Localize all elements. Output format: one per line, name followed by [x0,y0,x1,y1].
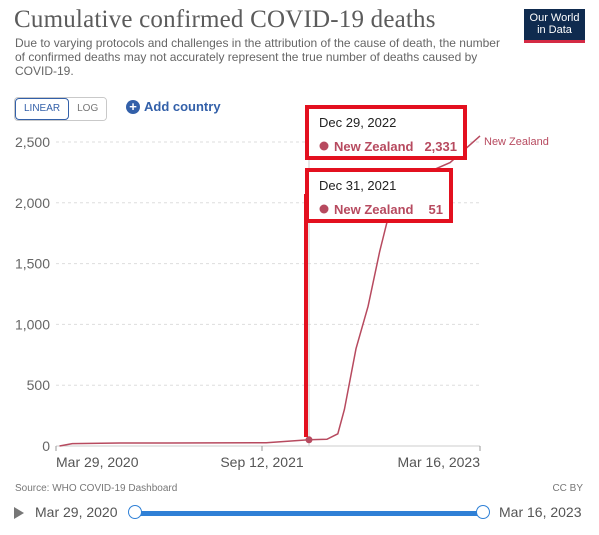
x-tick-label: Mar 16, 2023 [398,454,481,470]
chart-subtitle: Due to varying protocols and challenges … [15,36,500,78]
tooltip-value: 2,331 [424,139,457,154]
chart-title: Cumulative confirmed COVID-19 deaths [14,6,436,33]
timeline-start-handle[interactable] [128,505,142,519]
line-chart[interactable]: 0 500 1,000 1,500 2,000 2,500 Mar 29, 2020 Sep … [0,0,599,480]
add-country-label: Add country [144,99,221,114]
tooltip-country: New Zealand [334,139,414,154]
x-tick-label: Mar 29, 2020 [56,454,139,470]
tooltip-country: New Zealand [334,202,414,217]
timeline-end-handle[interactable] [476,505,490,519]
y-tick-label: 500 [27,377,51,393]
annotation-marker-bar [304,194,308,437]
tooltip-value: 51 [429,202,443,217]
tooltip-series-dot [319,141,329,151]
tooltip-date: Dec 31, 2021 [319,178,396,193]
timeline-start-label: Mar 29, 2020 [35,504,118,520]
tooltip-box [305,168,453,223]
y-tick-label: 2,000 [15,195,50,211]
highlighted-data-point [305,436,313,444]
add-country-button[interactable]: + Add country [126,99,221,114]
y-tick-label: 1,000 [15,316,50,332]
tooltip-series-dot [319,204,329,214]
owid-logo[interactable]: Our World in Data [524,9,585,43]
license-text[interactable]: CC BY [552,483,583,494]
timeline-end-label: Mar 16, 2023 [499,504,582,520]
play-icon[interactable] [14,507,24,519]
series-label-new-zealand: New Zealand [484,136,549,148]
source-text[interactable]: Source: WHO COVID-19 Dashboard [15,483,178,494]
x-tick-label: Sep 12, 2021 [220,454,304,470]
y-tick-label: 0 [42,438,50,454]
timeline-slider[interactable]: Mar 29, 2020 Mar 16, 2023 [14,504,589,526]
y-tick-label: 2,500 [15,134,50,150]
tooltip-date: Dec 29, 2022 [319,115,396,130]
log-scale-button[interactable]: LOG [69,98,107,120]
tooltip-box [305,105,467,160]
timeline-track[interactable] [135,511,483,516]
scale-toggle: LINEAR LOG [14,97,108,121]
y-tick-label: 1,500 [15,256,50,272]
linear-scale-button[interactable]: LINEAR [15,98,70,120]
plus-circle-icon: + [126,99,140,114]
